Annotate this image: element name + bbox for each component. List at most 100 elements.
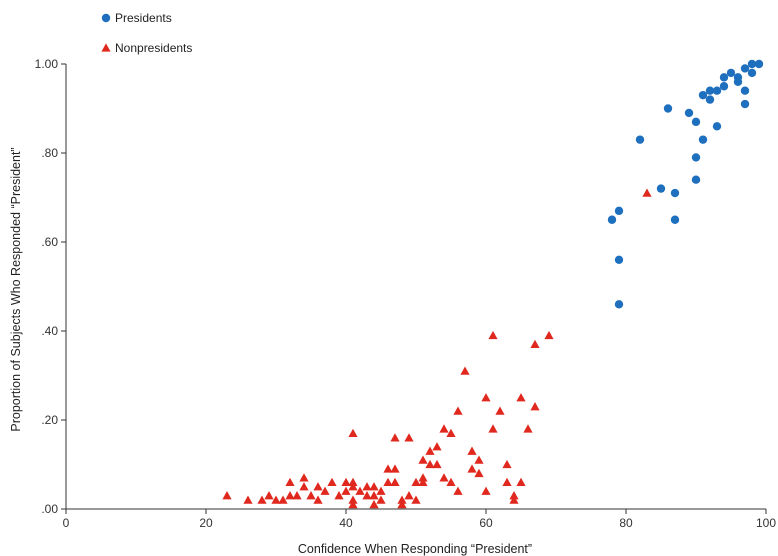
nonpresidents-point <box>299 482 309 491</box>
data-points <box>222 59 764 509</box>
presidents-point <box>747 59 757 69</box>
nonpresidents-point <box>299 473 309 482</box>
x-ticks: 0 20 40 60 80 100 <box>63 509 776 530</box>
presidents-point <box>614 300 624 309</box>
nonpresidents-point <box>467 464 477 473</box>
nonpresidents-point <box>285 477 295 486</box>
nonpresidents-point <box>530 402 540 411</box>
nonpresidents-point <box>348 495 358 504</box>
nonpresidents-point <box>369 491 379 500</box>
nonpresidents-point <box>530 339 540 349</box>
nonpresidents-point <box>481 393 491 402</box>
presidents-point <box>705 86 715 95</box>
nonpresidents-point <box>341 486 351 495</box>
nonpresidents-point <box>327 477 337 486</box>
y-tick-label: .60 <box>41 235 58 249</box>
y-tick-label: .40 <box>41 324 58 338</box>
nonpresidents-point <box>516 477 526 486</box>
x-tick-label: 80 <box>619 516 633 530</box>
presidents-point <box>733 73 743 82</box>
nonpresidents-point <box>383 464 393 473</box>
nonpresidents-legend-marker <box>101 43 111 52</box>
presidents-point <box>614 255 624 264</box>
presidents-point <box>754 59 764 69</box>
nonpresidents-point <box>369 482 379 491</box>
x-tick-label: 100 <box>756 516 776 530</box>
nonpresidents-point <box>362 491 372 500</box>
presidents-point <box>719 73 729 82</box>
nonpresidents-point <box>425 459 435 469</box>
presidents-point <box>670 188 680 198</box>
nonpresidents-point <box>411 477 421 486</box>
nonpresidents-point <box>425 446 435 455</box>
nonpresidents-point <box>362 482 372 491</box>
nonpresidents-point <box>390 477 400 486</box>
nonpresidents-point <box>264 491 274 500</box>
nonpresidents-point <box>341 477 351 486</box>
axes <box>65 64 766 510</box>
nonpresidents-point <box>453 406 463 415</box>
y-axis-title: Proportion of Subjects Who Responded “Pr… <box>9 147 23 431</box>
nonpresidents-point <box>467 446 477 455</box>
nonpresidents-point <box>243 495 253 504</box>
presidents-point <box>614 206 624 216</box>
presidents-point <box>691 153 701 162</box>
presidents-legend-label: Presidents <box>115 11 172 25</box>
presidents-point <box>691 175 701 184</box>
nonpresidents-point <box>488 424 498 433</box>
nonpresidents-point <box>509 491 519 500</box>
nonpresidents-point <box>348 499 358 509</box>
nonpresidents-point <box>418 477 428 486</box>
presidents-point <box>747 68 757 78</box>
presidents-point <box>698 90 708 100</box>
nonpresidents-point <box>376 495 386 504</box>
nonpresidents-point <box>334 491 344 500</box>
nonpresidents-point <box>418 455 428 464</box>
presidents-point <box>684 108 694 118</box>
nonpresidents-point <box>502 459 512 469</box>
nonpresidents-point <box>306 491 316 500</box>
x-tick-label: 0 <box>63 516 70 530</box>
nonpresidents-point <box>439 473 449 482</box>
nonpresidents-point <box>397 495 407 504</box>
nonpresidents-point <box>544 330 554 340</box>
presidents-point <box>740 99 750 109</box>
presidents-legend-marker <box>101 13 111 23</box>
nonpresidents-point <box>348 477 358 486</box>
nonpresidents-point <box>502 477 512 486</box>
x-tick-label: 20 <box>199 516 213 530</box>
y-ticks: .00 .20 .40 .60 .80 1.00 <box>35 57 66 516</box>
nonpresidents-point <box>446 477 456 486</box>
y-tick-label: .00 <box>41 502 58 516</box>
nonpresidents-point <box>418 473 428 482</box>
nonpresidents-point <box>404 433 414 442</box>
nonpresidents-point <box>523 424 533 433</box>
nonpresidents-point <box>257 495 267 504</box>
presidents-point <box>670 215 680 224</box>
nonpresidents-point <box>411 495 421 504</box>
nonpresidents-point <box>376 486 386 495</box>
nonpresidents-point <box>474 455 484 464</box>
nonpresidents-point <box>516 393 526 402</box>
x-tick-label: 60 <box>479 516 493 530</box>
nonpresidents-point <box>404 491 414 500</box>
nonpresidents-point <box>453 486 463 495</box>
nonpresidents-point <box>390 433 400 442</box>
nonpresidents-point <box>460 366 470 375</box>
nonpresidents-point <box>348 428 358 438</box>
nonpresidents-point <box>313 482 323 491</box>
presidents-point <box>663 104 673 113</box>
x-axis-title: Confidence When Responding “President” <box>298 542 532 556</box>
presidents-point <box>607 215 617 224</box>
presidents-point <box>656 184 666 193</box>
x-tick-label: 40 <box>339 516 353 530</box>
y-tick-label: .20 <box>41 413 58 427</box>
nonpresidents-point <box>432 442 442 451</box>
nonpresidents-point <box>642 188 652 197</box>
nonpresidents-point <box>369 499 379 509</box>
nonpresidents-point <box>446 428 456 438</box>
presidents-point <box>719 82 729 91</box>
nonpresidents-point <box>313 495 323 504</box>
nonpresidents-point <box>285 491 295 500</box>
